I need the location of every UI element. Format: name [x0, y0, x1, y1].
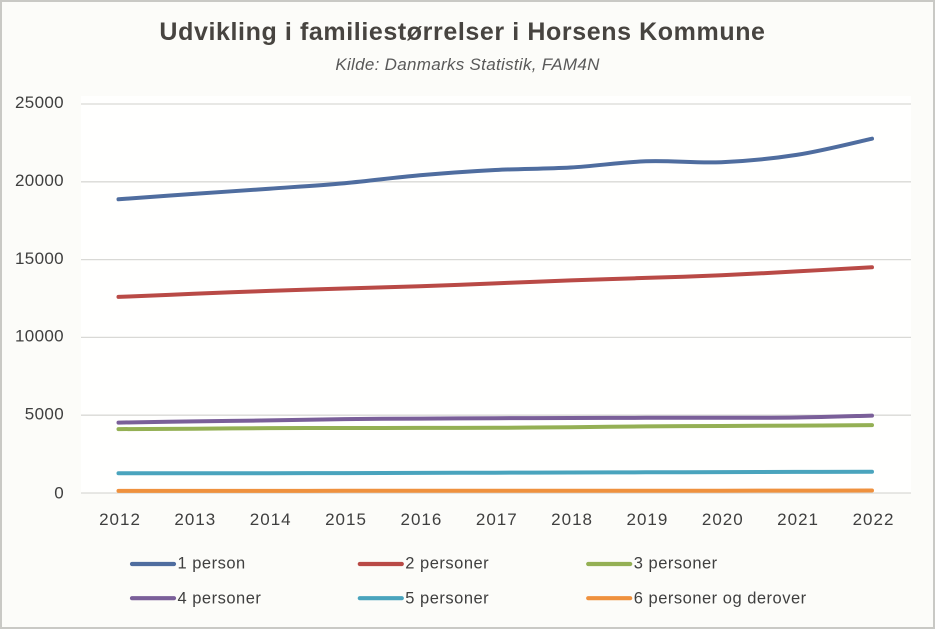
svg-text:2022: 2022: [853, 510, 895, 529]
svg-text:4 personer: 4 personer: [178, 590, 262, 608]
svg-text:1 person: 1 person: [178, 554, 246, 572]
svg-text:25000: 25000: [15, 93, 64, 112]
svg-text:6 personer og derover: 6 personer og derover: [634, 590, 807, 608]
svg-text:2015: 2015: [325, 510, 367, 529]
svg-text:2018: 2018: [551, 510, 593, 529]
svg-text:2017: 2017: [476, 510, 518, 529]
svg-text:2016: 2016: [400, 510, 442, 529]
svg-text:2019: 2019: [626, 510, 668, 529]
svg-text:2 personer: 2 personer: [405, 554, 489, 572]
svg-text:10000: 10000: [15, 327, 64, 346]
svg-text:2014: 2014: [250, 510, 292, 529]
svg-text:2020: 2020: [702, 510, 744, 529]
svg-text:2021: 2021: [777, 510, 819, 529]
svg-text:2013: 2013: [174, 510, 216, 529]
svg-text:0: 0: [54, 484, 64, 503]
svg-text:20000: 20000: [15, 171, 64, 190]
svg-text:3 personer: 3 personer: [634, 554, 718, 572]
svg-text:5 personer: 5 personer: [405, 590, 489, 608]
svg-text:15000: 15000: [15, 249, 64, 268]
svg-text:5000: 5000: [25, 404, 64, 423]
svg-text:2012: 2012: [99, 510, 141, 529]
